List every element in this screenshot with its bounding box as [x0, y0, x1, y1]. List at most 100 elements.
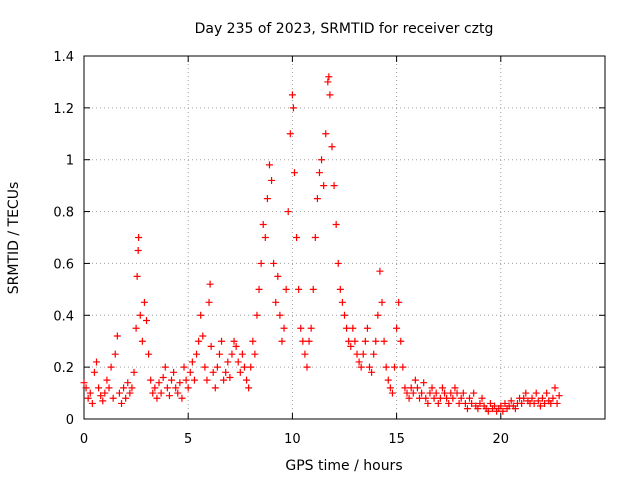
data-point [140, 298, 148, 306]
data-point [174, 389, 182, 397]
data-point [272, 298, 280, 306]
data-point [382, 363, 390, 371]
data-point [436, 394, 444, 402]
y-tick-label: 0.2 [53, 361, 74, 376]
data-point [180, 363, 188, 371]
data-point [178, 394, 186, 402]
data-point [99, 397, 107, 405]
data-point [318, 156, 326, 164]
data-point [82, 384, 90, 392]
data-point [105, 384, 113, 392]
data-point [420, 379, 428, 387]
data-point [215, 350, 223, 358]
y-tick-label: 0.6 [53, 257, 74, 272]
data-point [240, 363, 248, 371]
data-point [307, 324, 315, 332]
data-point [543, 389, 551, 397]
x-tick-label: 10 [284, 432, 301, 447]
data-point [276, 311, 284, 319]
data-point [170, 368, 178, 376]
y-tick-label: 1 [66, 154, 74, 169]
data-point [341, 311, 348, 319]
data-point [188, 358, 196, 366]
data-point [347, 342, 355, 350]
data-point [168, 376, 176, 384]
data-point [324, 78, 332, 86]
data-point [445, 399, 453, 407]
data-point [236, 368, 244, 376]
data-point [161, 363, 169, 371]
data-point [399, 363, 407, 371]
data-point [157, 389, 165, 397]
data-point [320, 182, 328, 190]
data-point [441, 389, 449, 397]
data-point [484, 407, 492, 415]
data-point [190, 376, 198, 384]
data-point [536, 402, 544, 410]
data-point [186, 368, 194, 376]
y-tick-label: 1.2 [53, 102, 74, 117]
y-tick-label: 0.8 [53, 206, 74, 221]
data-point [497, 402, 505, 410]
data-point [461, 399, 469, 407]
data-point [145, 350, 153, 358]
data-point [397, 337, 405, 345]
data-point [172, 384, 180, 392]
data-point [261, 234, 269, 241]
data-point [274, 272, 282, 280]
data-point [313, 195, 321, 203]
data-point [476, 399, 484, 407]
data-point [90, 368, 98, 376]
data-point [355, 358, 363, 366]
data-point [193, 350, 201, 358]
data-point [205, 298, 213, 306]
y-tick-label: 1.4 [53, 50, 74, 65]
chart-title: Day 235 of 2023, SRMTID for receiver czt… [195, 21, 494, 37]
data-point [243, 376, 251, 384]
data-point [86, 389, 94, 397]
data-point [165, 392, 173, 400]
data-point [507, 397, 515, 405]
data-point [184, 384, 192, 392]
data-point [391, 363, 399, 371]
data-point [351, 337, 359, 345]
data-point [120, 384, 128, 392]
data-point [207, 342, 215, 350]
data-point [115, 389, 123, 397]
data-points [80, 73, 563, 415]
data-point [211, 384, 219, 392]
data-point [511, 405, 519, 413]
x-axis-label: GPS time / hours [285, 458, 402, 474]
data-point [163, 384, 171, 392]
x-tick-label: 15 [388, 432, 405, 447]
data-point [288, 91, 296, 99]
data-point [228, 350, 236, 358]
data-point [303, 363, 311, 371]
data-point [182, 376, 190, 384]
data-point [155, 379, 163, 387]
data-point [386, 384, 394, 392]
axis-ticks: 0 0.2 0.4 0.6 0.8 1 1.2 1.4 0 5 10 15 20 [53, 50, 605, 447]
data-point [270, 259, 278, 267]
x-tick-label: 20 [493, 432, 510, 447]
data-point [416, 394, 424, 402]
data-point [220, 376, 228, 384]
data-point [357, 363, 365, 371]
data-point [376, 267, 384, 275]
data-point [151, 384, 159, 392]
data-point [95, 384, 103, 392]
data-point [468, 399, 476, 407]
data-point [457, 394, 465, 402]
data-point [113, 332, 121, 340]
data-point [407, 384, 415, 392]
data-point [330, 182, 338, 190]
data-point [470, 389, 478, 397]
data-point [134, 246, 142, 254]
data-point [195, 337, 203, 345]
data-point [201, 363, 209, 371]
data-point [299, 337, 307, 345]
data-point [130, 368, 138, 376]
y-tick-label: 0 [66, 413, 74, 428]
data-point [232, 342, 240, 350]
